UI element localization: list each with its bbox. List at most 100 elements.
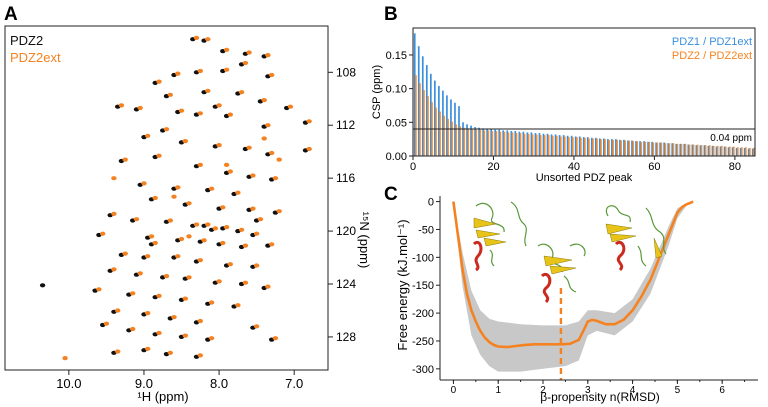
peak-pdz2ext xyxy=(242,60,249,66)
csp-bar-pdz1 xyxy=(550,134,553,156)
csp-bar-pdz2 xyxy=(419,83,421,156)
csp-bar-pdz1 xyxy=(558,135,561,156)
csp-bar-pdz1 xyxy=(607,139,609,156)
y-tick-label: 128 xyxy=(336,330,356,344)
peak-pdz2ext xyxy=(145,346,151,351)
csp-bar-pdz2 xyxy=(576,137,578,156)
csp-bar-pdz2 xyxy=(736,147,739,156)
csp-bar-pdz1 xyxy=(711,145,714,156)
peak-pdz2ext xyxy=(167,92,173,97)
csp-bar-pdz1 xyxy=(651,141,653,156)
csp-bar-pdz1 xyxy=(562,135,565,156)
peak-pdz2ext xyxy=(212,226,218,231)
csp-bar-pdz2 xyxy=(676,143,679,156)
x-tick-label: 6 xyxy=(719,385,725,396)
csp-bar-pdz2 xyxy=(741,147,743,156)
csp-bar-pdz1 xyxy=(623,139,625,156)
peak-pdz2ext xyxy=(197,318,203,324)
peak-pdz2ext xyxy=(122,251,128,256)
csp-bar-pdz2 xyxy=(696,144,699,156)
peak-pdz2ext xyxy=(242,280,249,285)
x-tick-label: 0 xyxy=(451,385,457,396)
csp-bar-pdz1 xyxy=(421,56,424,156)
csp-bar-pdz1 xyxy=(615,139,617,156)
csp-bar-pdz2 xyxy=(753,147,755,156)
peak-pdz2ext xyxy=(265,53,271,58)
csp-bar-pdz2 xyxy=(716,145,719,156)
csp-bar-pdz1 xyxy=(518,131,521,156)
y-tick-label: 0.05 xyxy=(386,117,407,129)
peak-pdz2ext xyxy=(163,127,170,132)
peak-pdz2ext xyxy=(186,201,192,206)
peak-pdz2ext xyxy=(216,103,222,108)
peak-pdz2ext xyxy=(103,321,110,326)
csp-bar-pdz2 xyxy=(608,139,610,156)
csp-bar-pdz1 xyxy=(723,146,726,156)
peak-pdz2ext xyxy=(269,72,275,78)
csp-bar-pdz1 xyxy=(703,145,706,156)
csp-bar-pdz2 xyxy=(507,132,510,156)
csp-bar-pdz2 xyxy=(483,130,486,156)
csp-bar-pdz1 xyxy=(534,133,537,156)
csp-bar-pdz2 xyxy=(475,129,478,156)
peak-pdz2ext xyxy=(148,234,155,239)
csp-bar-pdz1 xyxy=(590,137,593,156)
peak-pdz2ext xyxy=(167,350,173,355)
csp-bar-pdz1 xyxy=(743,147,746,156)
csp-bar-pdz2 xyxy=(592,138,594,156)
peak-pdz2ext xyxy=(272,176,279,181)
peak-pdz2ext xyxy=(276,157,282,162)
csp-bar-pdz2 xyxy=(708,145,711,156)
peak-pdz2ext xyxy=(197,162,203,167)
csp-bar-pdz2 xyxy=(563,136,566,156)
structure-cartoon-left xyxy=(472,201,527,272)
peak-pdz2ext xyxy=(175,254,181,259)
legend-pdz2ext: PDZ2ext xyxy=(10,50,61,65)
peak-pdz2ext xyxy=(111,211,117,216)
csp-bar-pdz1 xyxy=(522,131,525,156)
csp-bar-pdz1 xyxy=(546,133,549,156)
csp-bar-pdz2 xyxy=(732,146,735,156)
x-tick-label: 2 xyxy=(540,385,546,396)
csp-bar-pdz1 xyxy=(751,148,754,156)
peak-pdz2ext xyxy=(216,143,222,148)
free-energy-curve xyxy=(452,200,694,349)
csp-bar-pdz2 xyxy=(551,135,554,156)
csp-bar-pdz1 xyxy=(679,143,682,156)
csp-bar-pdz2 xyxy=(644,141,647,156)
panel-c: C 0 1 2 3 4 5 6 0 -50 -100 -150 -200 -250 -300 β-pro… xyxy=(384,184,758,404)
peak-pdz2 xyxy=(39,283,46,288)
csp-bar-pdz2 xyxy=(640,141,643,156)
csp-bar-pdz1 xyxy=(695,145,698,156)
free-energy-error-band xyxy=(453,201,694,372)
csp-bar-pdz2 xyxy=(511,132,514,156)
peak-pdz2ext xyxy=(306,119,312,124)
csp-bar-pdz2 xyxy=(559,136,562,156)
csp-bar-pdz1 xyxy=(739,147,742,156)
peak-pdz2ext xyxy=(235,190,241,195)
csp-bar-pdz2 xyxy=(447,118,449,156)
panel-b-frame xyxy=(412,27,756,157)
panel-b: B 0.04 ppm PDZ1 / PDZ1ext PDZ2 / PDZ2ext… xyxy=(371,4,756,184)
csp-bar-pdz1 xyxy=(482,128,484,156)
x-tick-label: 20 xyxy=(487,161,499,173)
csp-bar-pdz1 xyxy=(619,139,621,156)
y-tick-label: -250 xyxy=(412,336,434,348)
peak-pdz2ext xyxy=(257,217,264,222)
peak-pdz2ext xyxy=(141,181,147,186)
y-tick-label: 120 xyxy=(336,224,356,238)
csp-bar-pdz2 xyxy=(720,145,723,156)
peak-pdz2ext xyxy=(235,303,241,308)
csp-bar-pdz2 xyxy=(580,137,582,156)
csp-bar-pdz1 xyxy=(715,146,718,156)
csp-bar-pdz1 xyxy=(735,147,738,156)
csp-bar-pdz1 xyxy=(594,137,597,156)
csp-bar-pdz2 xyxy=(467,128,470,156)
csp-bar-pdz2 xyxy=(712,145,715,156)
peak-pdz2ext xyxy=(193,222,200,227)
csp-bar-pdz2 xyxy=(423,89,425,156)
csp-bar-pdz1 xyxy=(667,143,670,156)
csp-bar-pdz2 xyxy=(435,107,437,156)
csp-bar-pdz2 xyxy=(588,138,590,156)
peak-pdz2ext xyxy=(130,326,136,332)
